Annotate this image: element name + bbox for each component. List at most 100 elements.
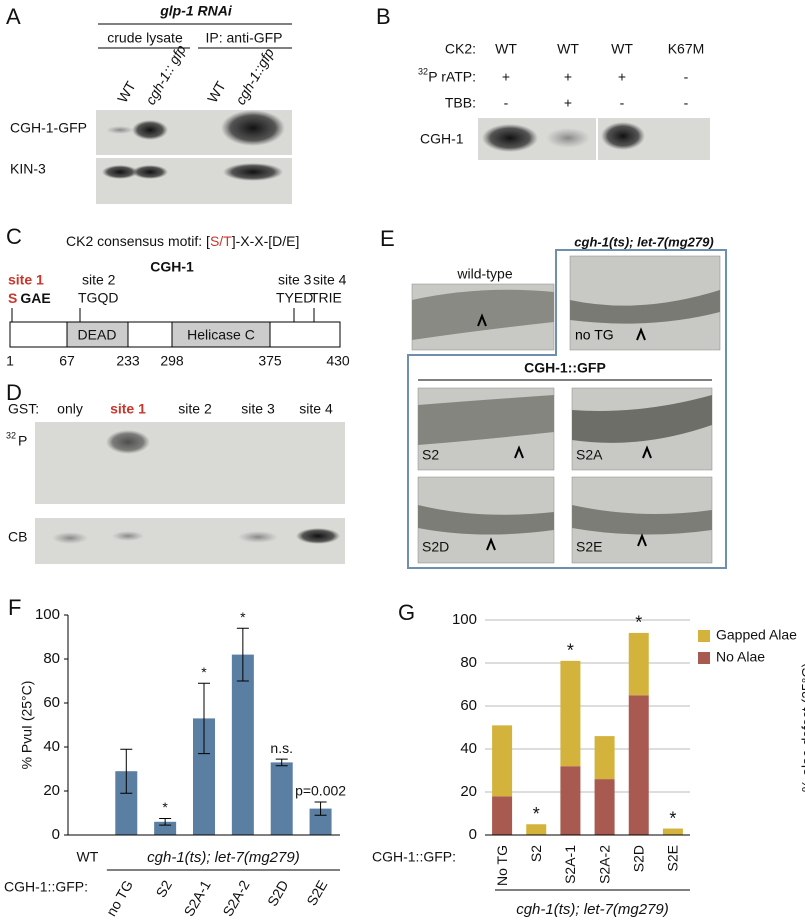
bar-segment bbox=[560, 660, 581, 767]
bar-segment bbox=[492, 796, 513, 835]
lane: site 4 bbox=[299, 401, 333, 417]
annotation: * bbox=[669, 808, 676, 828]
annotation: n.s. bbox=[270, 740, 293, 756]
bar-segment bbox=[594, 779, 615, 835]
lane: WT bbox=[114, 78, 139, 105]
x-tick-label: No TG bbox=[494, 845, 510, 886]
error-bar bbox=[159, 818, 172, 826]
x-tick-label: S2D bbox=[630, 845, 646, 872]
annotation: * bbox=[201, 664, 207, 680]
y-tick-label: 80 bbox=[460, 654, 477, 671]
x-tick-label: S2E bbox=[665, 845, 681, 871]
band bbox=[52, 532, 88, 544]
y-tick-label: 100 bbox=[35, 606, 60, 623]
lane: site 3 bbox=[241, 401, 275, 417]
bar bbox=[115, 771, 138, 835]
x-tick-label: S2A-1 bbox=[180, 877, 213, 919]
bar-segment bbox=[560, 766, 581, 835]
image-title: wild-type bbox=[456, 266, 512, 282]
lane: K67M bbox=[668, 41, 705, 57]
sequence: TYED bbox=[276, 290, 313, 306]
bar bbox=[231, 654, 254, 835]
row-label: CGH-1 bbox=[420, 131, 464, 147]
site: site 1 bbox=[8, 272, 44, 288]
lane: + bbox=[564, 69, 572, 85]
y-tick-label: 40 bbox=[43, 738, 60, 755]
group-label: cgh-1(ts); let-7(mg279) bbox=[147, 849, 300, 866]
domain bbox=[171, 321, 271, 348]
sequence: TRIE bbox=[310, 290, 342, 306]
y-axis-title: % PvuI (25°C) bbox=[19, 681, 35, 770]
superscript: 32 bbox=[418, 66, 428, 76]
lane: only bbox=[57, 401, 83, 417]
row-label: KIN-3 bbox=[10, 161, 46, 177]
lane: + bbox=[618, 69, 626, 85]
panel-label: A bbox=[6, 4, 21, 29]
panel-label: F bbox=[8, 595, 21, 620]
band bbox=[106, 430, 150, 454]
x-tick-label: S2 bbox=[528, 845, 544, 862]
panel-label: G bbox=[398, 600, 415, 625]
bar-segment bbox=[526, 824, 547, 835]
band bbox=[238, 531, 278, 543]
band bbox=[546, 128, 590, 148]
position: 430 bbox=[326, 353, 350, 369]
bar-segment bbox=[594, 736, 615, 780]
band bbox=[112, 531, 144, 541]
y-tick-label: 60 bbox=[460, 697, 477, 714]
site: site 2 bbox=[82, 272, 116, 288]
error-bar bbox=[198, 682, 210, 755]
sequence: TGQD bbox=[78, 290, 118, 306]
panel-label: B bbox=[376, 4, 391, 29]
image-title: cgh-1(ts); let-7(mg279) bbox=[574, 234, 713, 249]
image-label: no TG bbox=[575, 327, 614, 343]
position: 1 bbox=[6, 353, 14, 369]
band bbox=[132, 120, 168, 140]
legend-label: No Alae bbox=[716, 649, 765, 665]
lane: + bbox=[564, 95, 572, 111]
y-tick-label: 40 bbox=[460, 740, 477, 757]
band bbox=[223, 163, 283, 181]
row-label: CGH-1::GFP: bbox=[372, 849, 456, 865]
y-tick-label: 0 bbox=[469, 826, 477, 843]
group: IP: anti-GFP bbox=[205, 30, 282, 46]
group: crude lysate bbox=[107, 30, 183, 46]
band bbox=[102, 165, 138, 179]
x-tick-label: WT bbox=[77, 849, 99, 865]
lane: WT bbox=[611, 41, 633, 57]
bar bbox=[193, 718, 215, 835]
row-label: P bbox=[18, 433, 27, 449]
error-bar bbox=[275, 758, 288, 767]
annotation: * bbox=[567, 641, 574, 661]
bar-segment bbox=[628, 632, 649, 696]
annotation: p=0.002 bbox=[295, 783, 346, 799]
lane: site 1 bbox=[110, 401, 146, 417]
y-tick-label: 60 bbox=[43, 694, 60, 711]
panel-label: D bbox=[6, 380, 22, 405]
motif: CK2 consensus motif: [S/T]-X-X-[D/E] bbox=[66, 233, 299, 249]
lane: cgh-1:: gfp bbox=[142, 42, 189, 107]
panel-label: E bbox=[380, 226, 395, 251]
band bbox=[482, 124, 538, 152]
y-tick-label: 20 bbox=[43, 782, 60, 799]
y-tick-label: 20 bbox=[460, 783, 477, 800]
domain bbox=[66, 321, 129, 348]
superscript: 32 bbox=[6, 430, 16, 440]
image-label: S2A bbox=[576, 447, 603, 463]
x-tick-label: S2 bbox=[153, 877, 176, 900]
site: site 3 bbox=[278, 272, 312, 288]
annotation: * bbox=[240, 609, 246, 625]
band bbox=[132, 165, 168, 179]
image-label: S2E bbox=[576, 539, 602, 555]
error-bar bbox=[120, 748, 133, 794]
legend-label: Gapped Alae bbox=[716, 627, 797, 643]
lane: cgh-1::gfp bbox=[232, 45, 277, 107]
band bbox=[221, 110, 285, 146]
bar-segment bbox=[492, 725, 513, 797]
domain-label: Helicase C bbox=[187, 327, 255, 343]
group-label: cgh-1(ts); let-7(mg279) bbox=[516, 901, 669, 918]
x-tick-label: S2A-1 bbox=[562, 845, 578, 884]
lane: - bbox=[504, 95, 509, 111]
row-label: CK2: bbox=[445, 41, 476, 57]
row-label: TBB: bbox=[445, 95, 476, 111]
